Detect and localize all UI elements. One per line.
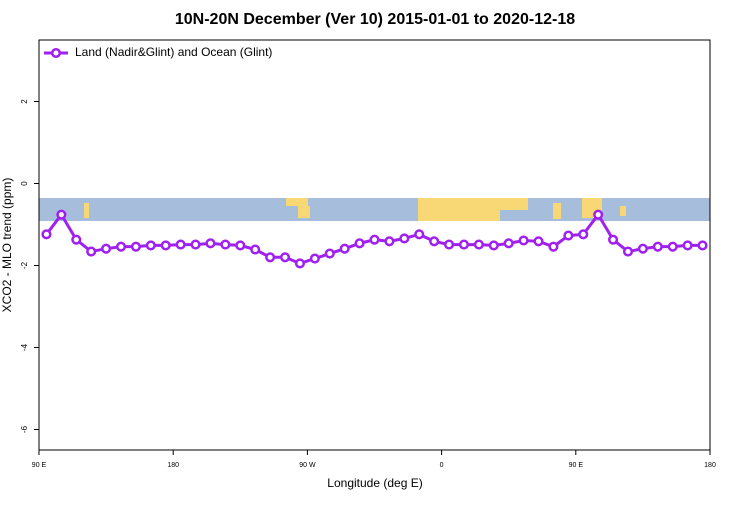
data-point — [354, 238, 365, 249]
x-tick-label: 180 — [704, 462, 716, 469]
data-point — [309, 253, 320, 264]
land — [286, 198, 308, 206]
x-tick-label: 180 — [167, 462, 179, 469]
data-point — [279, 252, 291, 263]
data-point — [548, 241, 559, 252]
data-point — [86, 246, 97, 257]
land — [84, 203, 89, 218]
land — [553, 203, 561, 219]
data-point — [130, 241, 141, 252]
data-point — [458, 239, 470, 250]
data-point — [101, 243, 112, 254]
x-tick-label: 0 — [440, 462, 444, 469]
y-tick-label: -4 — [20, 343, 29, 351]
legend-marker — [50, 47, 62, 59]
data-point — [235, 240, 246, 251]
data-point — [384, 236, 395, 247]
data-point — [578, 229, 589, 240]
x-tick-label: 90 E — [569, 462, 584, 469]
data-point — [444, 239, 455, 250]
data-point — [71, 234, 82, 245]
data-point — [399, 233, 410, 244]
y-tick-label: 2 — [20, 99, 29, 104]
data-point — [294, 258, 305, 269]
data-point — [115, 241, 127, 252]
data-point — [697, 240, 708, 251]
y-axis-label: XCO2 - MLO trend (ppm) — [0, 178, 14, 313]
x-tick-label: 90 W — [299, 462, 316, 469]
data-point — [205, 238, 216, 249]
data-point — [265, 252, 276, 263]
data-point — [339, 243, 350, 254]
land — [500, 198, 528, 210]
legend-label: Land (Nadir&Glint) and Ocean (Glint) — [75, 45, 272, 59]
data-point — [145, 240, 156, 251]
data-point — [563, 230, 574, 241]
data-point — [488, 240, 499, 251]
ocean — [39, 198, 710, 221]
data-point — [41, 229, 52, 240]
data-point — [190, 239, 201, 250]
y-tick-label: 0 — [20, 181, 29, 186]
data-point — [518, 235, 529, 246]
land — [298, 206, 310, 218]
x-axis-label: Longitude (deg E) — [327, 476, 422, 490]
data-point — [369, 234, 380, 245]
data-point — [622, 246, 634, 257]
data-point — [250, 244, 261, 255]
land — [620, 206, 626, 216]
map-strip — [39, 198, 710, 221]
data-point — [667, 241, 678, 252]
y-tick-label: -2 — [20, 261, 29, 269]
data-point — [608, 234, 619, 245]
data-point — [473, 239, 484, 250]
x-tick-label: 90 E — [32, 462, 47, 469]
data-point — [682, 240, 693, 251]
plot-frame — [38, 39, 711, 451]
data-point — [429, 236, 440, 247]
data-point — [414, 229, 425, 240]
data-point — [652, 241, 663, 252]
data-point — [503, 238, 514, 249]
data-point — [160, 240, 171, 251]
chart-title: 10N-20N December (Ver 10) 2015-01-01 to … — [175, 11, 575, 28]
data-point — [593, 209, 604, 220]
data-point — [56, 209, 67, 220]
land — [418, 198, 500, 221]
data-point — [324, 248, 335, 259]
data-point — [533, 236, 544, 247]
data-point — [637, 243, 648, 254]
data-point — [175, 239, 186, 250]
y-tick-label: -6 — [20, 425, 29, 433]
data-point — [220, 239, 231, 250]
